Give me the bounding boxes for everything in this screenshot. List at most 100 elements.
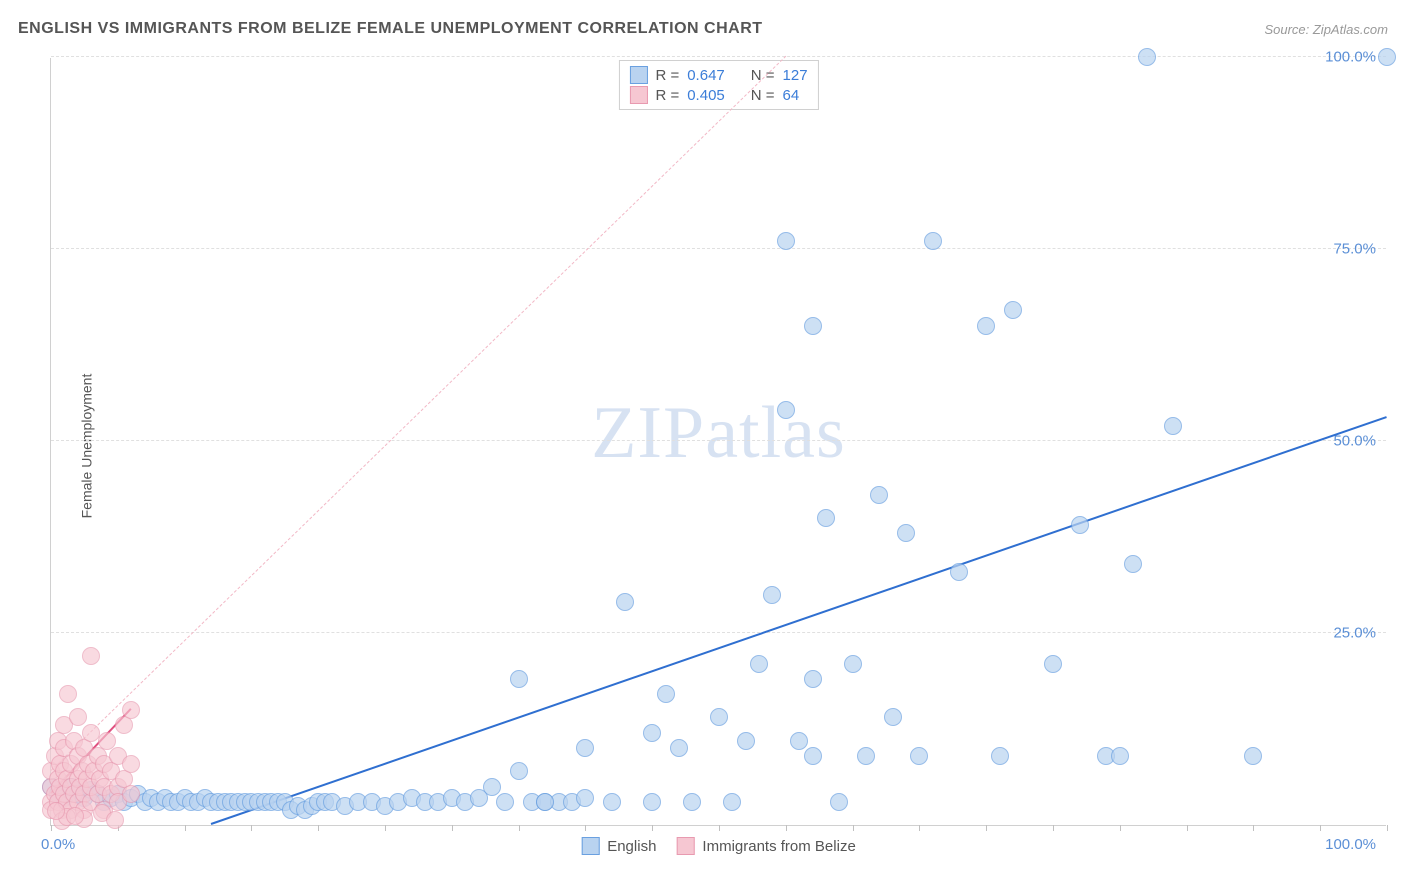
data-point: [66, 807, 84, 825]
y-tick-label: 100.0%: [1325, 49, 1376, 66]
data-point: [710, 708, 728, 726]
x-tick-mark: [318, 825, 319, 831]
data-point: [763, 586, 781, 604]
legend-stat-row: R =0.647N =127: [629, 65, 807, 85]
watermark-a: ZIP: [591, 392, 705, 474]
x-tick-mark: [1120, 825, 1121, 831]
x-tick-mark: [1253, 825, 1254, 831]
x-tick-mark: [853, 825, 854, 831]
data-point: [991, 747, 1009, 765]
trend-line: [211, 416, 1387, 825]
data-point: [122, 755, 140, 773]
x-tick-mark: [251, 825, 252, 831]
data-point: [122, 701, 140, 719]
data-point: [1124, 555, 1142, 573]
data-point: [1378, 48, 1396, 66]
data-point: [924, 232, 942, 250]
data-point: [884, 708, 902, 726]
data-point: [1004, 301, 1022, 319]
r-label: R =: [655, 67, 679, 84]
data-point: [804, 747, 822, 765]
x-tick-mark: [1387, 825, 1388, 831]
legend-series-item: Immigrants from Belize: [676, 837, 855, 855]
source-name: ZipAtlas.com: [1313, 22, 1388, 37]
watermark-b: atlas: [705, 392, 846, 474]
data-point: [777, 401, 795, 419]
y-tick-label: 25.0%: [1333, 625, 1376, 642]
data-point: [870, 486, 888, 504]
data-point: [1044, 655, 1062, 673]
data-point: [897, 524, 915, 542]
x-tick-mark: [986, 825, 987, 831]
x-tick-mark: [719, 825, 720, 831]
x-tick-mark: [1320, 825, 1321, 831]
data-point: [510, 670, 528, 688]
data-point: [804, 317, 822, 335]
correlation-chart: ENGLISH VS IMMIGRANTS FROM BELIZE FEMALE…: [0, 0, 1406, 892]
data-point: [1164, 417, 1182, 435]
data-point: [683, 793, 701, 811]
data-point: [910, 747, 928, 765]
gridline-h: [51, 440, 1386, 441]
legend-swatch: [676, 837, 694, 855]
data-point: [844, 655, 862, 673]
data-point: [817, 509, 835, 527]
x-tick-label-min: 0.0%: [41, 836, 75, 853]
data-point: [576, 739, 594, 757]
data-point: [1138, 48, 1156, 66]
data-point: [643, 793, 661, 811]
legend-label: English: [607, 838, 656, 855]
data-point: [790, 732, 808, 750]
x-tick-mark: [185, 825, 186, 831]
n-value: 64: [783, 87, 800, 104]
data-point: [47, 802, 65, 820]
legend-swatch: [581, 837, 599, 855]
data-point: [723, 793, 741, 811]
y-tick-label: 50.0%: [1333, 433, 1376, 450]
data-point: [122, 785, 140, 803]
x-tick-mark: [919, 825, 920, 831]
data-point: [1071, 516, 1089, 534]
x-tick-mark: [519, 825, 520, 831]
data-point: [830, 793, 848, 811]
source-attribution: Source: ZipAtlas.com: [1264, 22, 1388, 37]
n-value: 127: [783, 67, 808, 84]
legend-stat-row: R = 0.405 N = 64: [629, 85, 807, 105]
data-point: [977, 317, 995, 335]
data-point: [496, 793, 514, 811]
chart-title: ENGLISH VS IMMIGRANTS FROM BELIZE FEMALE…: [18, 20, 763, 38]
r-value: 0.405: [687, 87, 725, 104]
data-point: [576, 789, 594, 807]
plot-area: ZIPatlas R =0.647N =127R =0.405N =64 Eng…: [50, 58, 1386, 826]
x-tick-mark: [652, 825, 653, 831]
data-point: [59, 685, 77, 703]
gridline-h: [51, 632, 1386, 633]
legend-swatch: [629, 86, 647, 104]
data-point: [950, 563, 968, 581]
legend-swatch: [629, 66, 647, 84]
data-point: [857, 747, 875, 765]
data-point: [483, 778, 501, 796]
legend-series-item: English: [581, 837, 656, 855]
x-tick-mark: [585, 825, 586, 831]
data-point: [643, 724, 661, 742]
x-tick-mark: [385, 825, 386, 831]
r-value: 0.647: [687, 67, 725, 84]
x-tick-mark: [1053, 825, 1054, 831]
data-point: [69, 708, 87, 726]
data-point: [536, 793, 554, 811]
x-tick-mark: [1187, 825, 1188, 831]
data-point: [115, 716, 133, 734]
data-point: [777, 232, 795, 250]
x-tick-mark: [786, 825, 787, 831]
data-point: [616, 593, 634, 611]
data-point: [750, 655, 768, 673]
data-point: [106, 811, 124, 829]
gridline-h: [51, 248, 1386, 249]
n-label: N =: [751, 87, 775, 104]
r-label: R =: [655, 87, 679, 104]
source-prefix: Source:: [1264, 22, 1312, 37]
legend-label: Immigrants from Belize: [702, 838, 855, 855]
y-tick-label: 75.0%: [1333, 241, 1376, 258]
x-tick-mark: [51, 825, 52, 831]
